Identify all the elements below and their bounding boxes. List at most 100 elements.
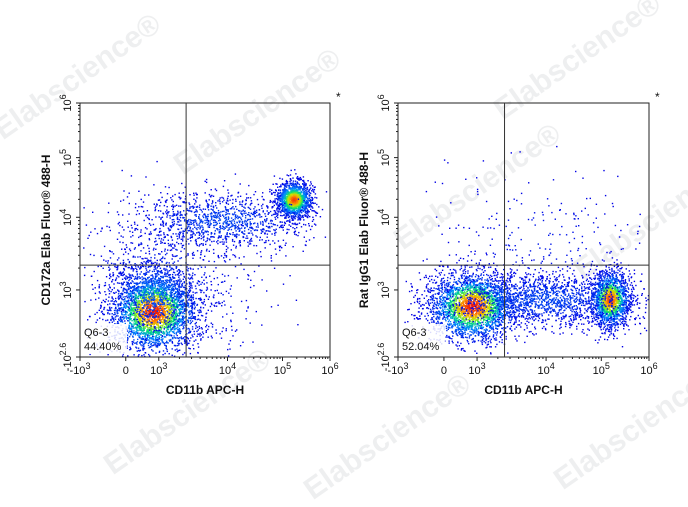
event-dot: [177, 297, 179, 299]
event-dot: [150, 285, 153, 287]
event-dot: [125, 284, 128, 286]
event-dot: [115, 266, 117, 269]
event-dot: [210, 280, 212, 283]
event-dot: [303, 185, 305, 187]
event-dot: [163, 323, 166, 325]
event-dot: [301, 191, 303, 194]
event-dot: [299, 193, 301, 195]
event-dot: [186, 309, 188, 311]
event-dot: [183, 327, 185, 329]
event-dot: [142, 336, 144, 338]
event-dot: [178, 325, 181, 327]
event-dot: [154, 313, 156, 315]
event-dot: [286, 211, 289, 213]
event-dot: [129, 249, 132, 252]
event-dot: [121, 272, 123, 274]
event-dot: [188, 273, 190, 275]
event-dot: [205, 295, 208, 298]
event-dot: [281, 202, 284, 204]
event-dot: [189, 219, 192, 221]
event-dot: [187, 304, 189, 307]
event-dot: [208, 325, 210, 328]
event-dot: [194, 318, 196, 321]
event-dot: [279, 207, 281, 209]
event-dot: [113, 292, 116, 294]
event-dot: [129, 315, 131, 318]
event-dot: [142, 317, 144, 320]
event-dot: [121, 313, 123, 315]
event-dot: [273, 267, 276, 269]
event-dot: [151, 309, 154, 312]
event-dot: [175, 233, 177, 235]
event-dot: [265, 225, 268, 227]
event-dot: [166, 305, 169, 307]
event-dot: [125, 300, 127, 302]
event-dot: [288, 224, 290, 226]
event-dot: [141, 341, 144, 343]
event-dot: [315, 214, 317, 217]
event-dot: [138, 336, 140, 338]
event-dot: [139, 328, 142, 330]
event-dot: [140, 344, 142, 346]
event-dot: [125, 314, 127, 316]
event-dot: [190, 337, 192, 339]
event-dot: [269, 230, 271, 233]
event-dot: [134, 288, 136, 290]
event-dot: [174, 285, 176, 288]
event-dot: [159, 292, 161, 295]
event-dot: [300, 226, 303, 228]
event-dot: [203, 291, 205, 294]
event-dot: [140, 331, 143, 334]
event-dot: [286, 182, 288, 184]
event-dot: [135, 322, 137, 324]
event-dot: [303, 201, 305, 204]
event-dot: [130, 318, 132, 320]
event-dot: [184, 305, 186, 307]
event-dot: [128, 304, 131, 306]
event-dot: [144, 327, 146, 329]
event-dot: [173, 247, 175, 249]
event-dot: [282, 191, 284, 193]
event-dot: [160, 290, 162, 293]
event-dot: [150, 321, 152, 323]
event-dot: [169, 319, 172, 321]
event-dot: [115, 315, 118, 317]
event-dot: [145, 309, 148, 311]
event-dot: [176, 324, 178, 326]
event-dot: [141, 262, 144, 265]
event-dot: [170, 287, 173, 290]
event-dot: [161, 314, 163, 317]
event-dot: [171, 273, 174, 276]
event-dot: [135, 320, 137, 322]
event-dot: [170, 311, 173, 314]
event-dot: [183, 308, 186, 310]
event-dot: [301, 205, 303, 207]
event-dot: [187, 327, 189, 330]
event-dot: [129, 349, 131, 351]
event-dot: [143, 294, 145, 296]
event-dot: [189, 340, 191, 342]
event-dot: [103, 259, 105, 261]
event-dot: [145, 262, 147, 265]
event-dot: [297, 234, 299, 237]
event-dot: [121, 316, 123, 319]
event-dot: [120, 319, 122, 321]
event-dot: [295, 234, 297, 236]
event-dot: [201, 328, 203, 330]
event-dot: [147, 293, 149, 295]
event-dot: [114, 304, 117, 306]
event-dot: [198, 327, 201, 330]
event-dot: [150, 328, 153, 330]
event-dot: [127, 287, 130, 289]
event-dot: [182, 238, 184, 240]
event-dot: [295, 194, 297, 197]
event-dot: [109, 229, 111, 232]
flow-plots: Q6-344.40%*-103 0 103 104 105 106-102.6103104…: [39, 90, 660, 397]
event-dot: [155, 352, 157, 354]
event-dot: [133, 312, 135, 314]
event-dot: [157, 318, 159, 320]
event-dot: [155, 290, 157, 293]
event-dot: [299, 206, 301, 209]
event-dot: [145, 269, 148, 271]
event-dot: [191, 285, 193, 287]
